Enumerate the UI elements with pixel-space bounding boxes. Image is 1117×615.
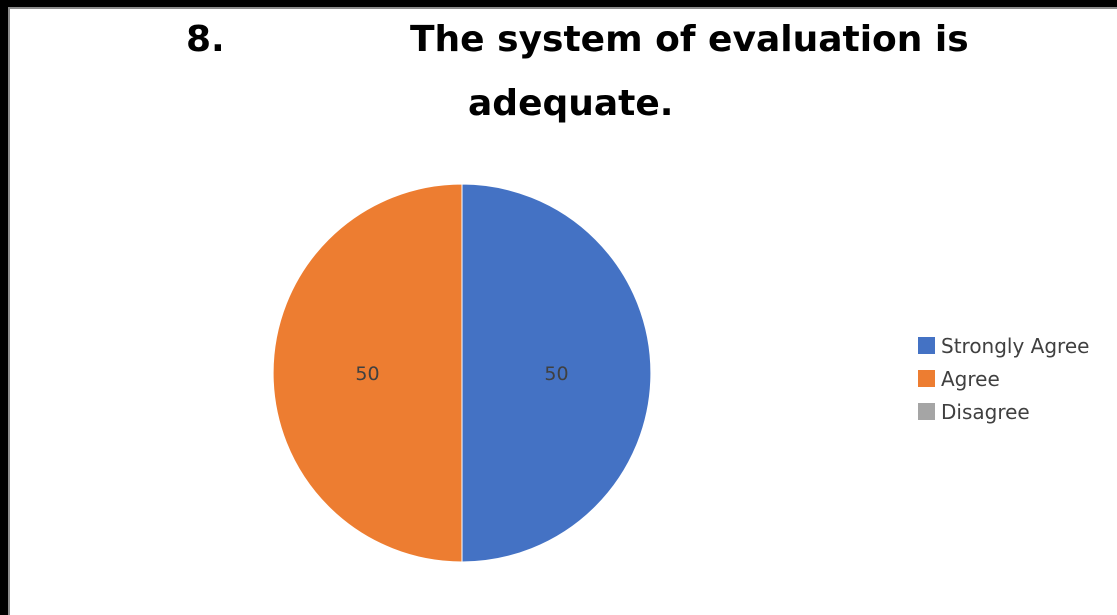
legend-label: Agree [941,366,1000,391]
legend-swatch [918,337,935,354]
legend-item-strongly-agree: Strongly Agree [918,329,1089,362]
data-label-agree: 50 [355,363,379,385]
pie-slice-strongly-agree [461,183,652,563]
pie-slice-agree [272,183,463,563]
pie-slices [272,183,652,563]
legend-label: Strongly Agree [941,333,1090,358]
legend-swatch [918,403,935,420]
pie-data-labels: 50 50 [355,363,568,385]
chart-title-line-2: adequate. [468,83,674,124]
legend-item-disagree: Disagree [918,395,1089,428]
chart-title-line-1: The system of evaluation is [410,19,969,60]
chart-frame: 8. The system of evaluation is adequate.… [8,7,1117,615]
pie-chart: 50 50 [272,183,652,563]
chart-legend: Strongly Agree Agree Disagree [918,329,1089,428]
legend-swatch [918,370,935,387]
legend-label: Disagree [941,399,1030,424]
legend-item-agree: Agree [918,362,1089,395]
question-number: 8. [186,19,225,60]
data-label-strongly-agree: 50 [544,363,568,385]
